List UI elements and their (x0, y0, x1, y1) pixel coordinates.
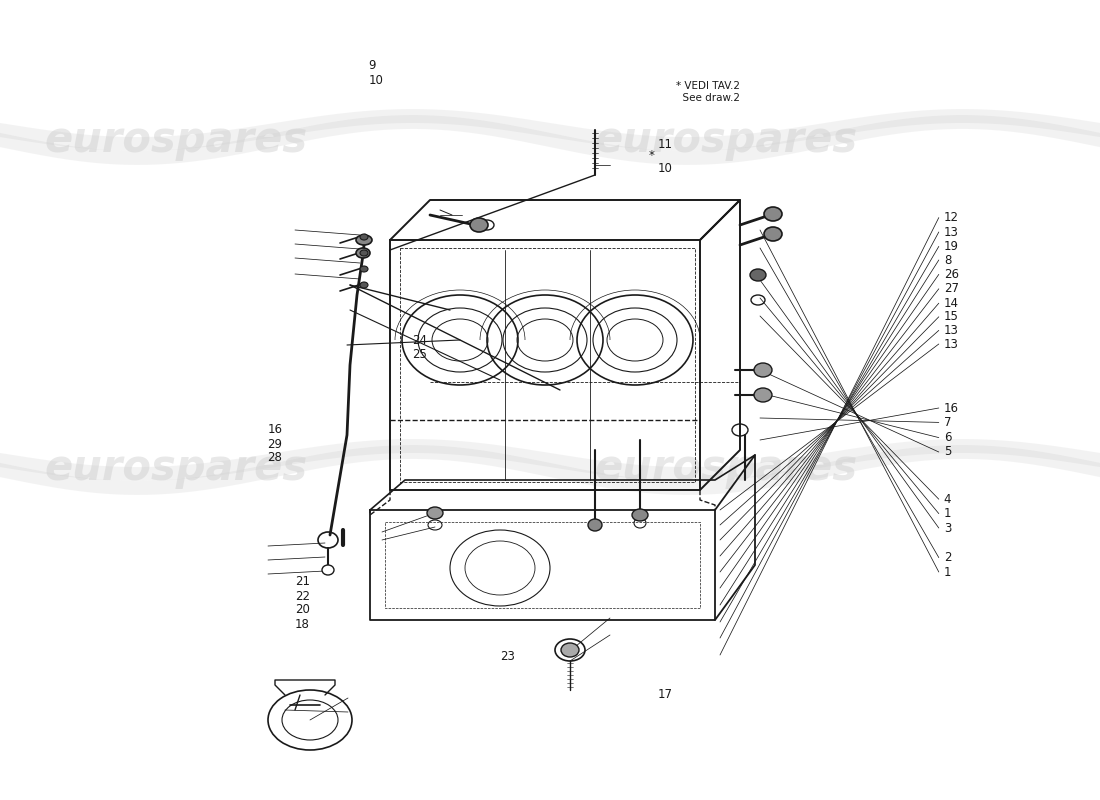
Text: 16: 16 (267, 423, 283, 436)
Ellipse shape (588, 519, 602, 531)
Text: 10: 10 (658, 162, 673, 174)
Ellipse shape (360, 282, 368, 288)
Ellipse shape (764, 227, 782, 241)
Text: 6: 6 (944, 431, 952, 444)
Text: 13: 13 (944, 338, 959, 350)
Ellipse shape (427, 507, 443, 519)
Text: 21: 21 (295, 575, 310, 588)
Text: * VEDI TAV.2
  See draw.2: * VEDI TAV.2 See draw.2 (676, 82, 740, 102)
Text: 24: 24 (412, 334, 428, 347)
Text: 10: 10 (368, 74, 384, 86)
Text: 5: 5 (944, 446, 952, 458)
Ellipse shape (470, 218, 488, 232)
Ellipse shape (750, 269, 766, 281)
Ellipse shape (360, 250, 368, 256)
Text: 28: 28 (267, 451, 283, 464)
Ellipse shape (754, 363, 772, 377)
Text: 23: 23 (500, 650, 516, 662)
Ellipse shape (632, 509, 648, 521)
Ellipse shape (356, 235, 372, 245)
Text: 17: 17 (658, 688, 673, 701)
Ellipse shape (754, 388, 772, 402)
Text: 1: 1 (944, 507, 952, 520)
Text: 29: 29 (267, 438, 283, 450)
Ellipse shape (360, 266, 368, 272)
Ellipse shape (764, 207, 782, 221)
Ellipse shape (360, 234, 368, 240)
Ellipse shape (561, 643, 579, 657)
Text: 25: 25 (412, 348, 428, 361)
Text: eurospares: eurospares (44, 447, 307, 489)
Text: 15: 15 (944, 310, 959, 323)
Text: 3: 3 (944, 522, 952, 534)
Text: 13: 13 (944, 226, 959, 238)
Text: 22: 22 (295, 590, 310, 602)
Text: 13: 13 (944, 324, 959, 337)
Text: 7: 7 (944, 416, 952, 429)
Text: 16: 16 (944, 402, 959, 414)
Text: 12: 12 (944, 211, 959, 224)
Ellipse shape (322, 565, 334, 575)
Text: 11: 11 (658, 138, 673, 150)
Text: eurospares: eurospares (44, 119, 307, 161)
Text: *: * (649, 150, 654, 162)
Text: 9: 9 (368, 59, 376, 72)
Text: 1: 1 (944, 566, 952, 578)
Text: 27: 27 (944, 282, 959, 295)
Text: 14: 14 (944, 297, 959, 310)
Text: 8: 8 (944, 254, 952, 266)
Text: 26: 26 (944, 268, 959, 281)
Ellipse shape (356, 248, 370, 258)
Text: 20: 20 (295, 603, 310, 616)
Text: 4: 4 (944, 493, 952, 506)
Text: 19: 19 (944, 240, 959, 253)
Text: eurospares: eurospares (594, 447, 857, 489)
Text: eurospares: eurospares (594, 119, 857, 161)
Text: 18: 18 (295, 618, 310, 630)
Text: 2: 2 (944, 551, 952, 564)
